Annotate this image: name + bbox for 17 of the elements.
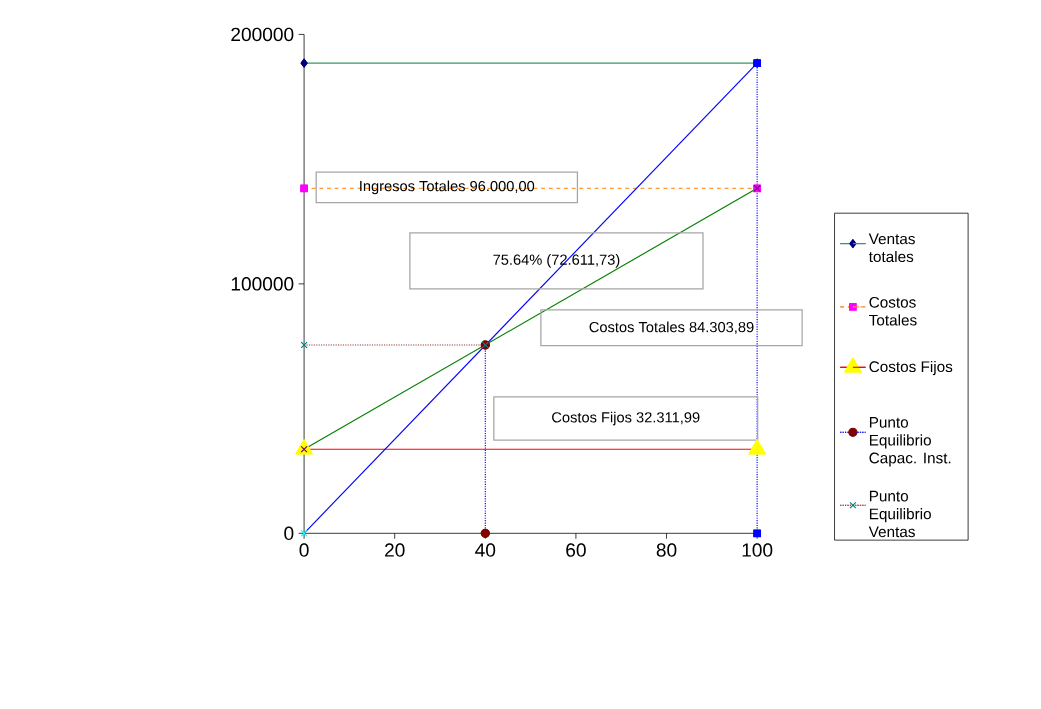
annotation: Costos Totales 84.303,89	[589, 321, 754, 334]
legend-label: Punto Equilibrio Ventas	[868, 490, 931, 538]
x-tick-label: 40	[475, 543, 496, 557]
legend-label: Costos Totales	[869, 296, 917, 326]
legend-label: Costos Fijos	[869, 360, 953, 376]
y-tick-label: 0	[284, 526, 294, 540]
legend-label: Punto Equilibrio Capac. Inst.	[869, 416, 951, 467]
y-tick-label: 200000	[231, 27, 294, 42]
y-tick-label: 100000	[231, 277, 294, 291]
annotation: Costos Fijos 32.311,99	[552, 411, 700, 426]
legend-label: Ventas totales	[868, 233, 915, 262]
annotation: Ingresos Totales 96.000,00	[360, 180, 535, 195]
x-tick-label: 60	[566, 543, 586, 557]
x-tick-label: 20	[385, 543, 405, 557]
x-tick-label: 80	[656, 543, 677, 557]
x-tick-label: 100	[742, 543, 773, 557]
x-tick-label: 0	[299, 543, 309, 557]
